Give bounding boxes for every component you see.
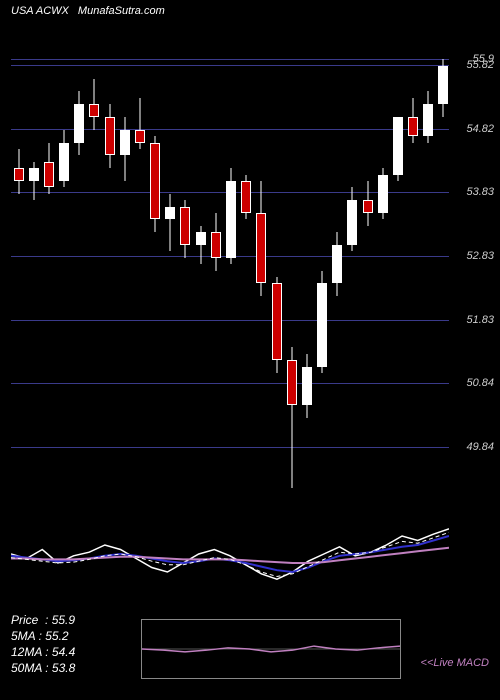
candle xyxy=(120,21,130,501)
candle xyxy=(347,21,357,501)
source-label: MunafaSutra.com xyxy=(78,5,165,17)
ma50-info: 50MA : 53.8 xyxy=(11,661,75,675)
price-level-label: 52.83 xyxy=(466,250,494,262)
price-level-label: 49.84 xyxy=(466,441,494,453)
candle xyxy=(135,21,145,501)
candle xyxy=(44,21,54,501)
macd-label: <<Live MACD xyxy=(421,657,489,669)
ma5-info: 5MA : 55.2 xyxy=(11,629,69,643)
macd-inset xyxy=(141,619,401,679)
candle xyxy=(332,21,342,501)
price-info: Price : 55.9 xyxy=(11,613,75,627)
candle xyxy=(287,21,297,501)
candle xyxy=(29,21,39,501)
price-level-label: 55.82 xyxy=(466,59,494,71)
candle xyxy=(150,21,160,501)
indicator-line xyxy=(11,548,449,563)
price-level-label: 51.83 xyxy=(466,314,494,326)
candle xyxy=(105,21,115,501)
candle xyxy=(393,21,403,501)
indicator-line xyxy=(11,532,449,576)
candle xyxy=(378,21,388,501)
price-level-label: 54.82 xyxy=(466,123,494,135)
price-level-label: 53.83 xyxy=(466,186,494,198)
candle xyxy=(438,21,448,501)
candle xyxy=(423,21,433,501)
macd-line xyxy=(142,646,400,652)
candle xyxy=(89,21,99,501)
candle xyxy=(241,21,251,501)
candle xyxy=(272,21,282,501)
indicator-line xyxy=(11,529,449,579)
candle xyxy=(180,21,190,501)
stock-chart: USA ACWX MunafaSutra.com 55.955.8254.825… xyxy=(0,0,500,700)
candle xyxy=(196,21,206,501)
candle xyxy=(14,21,24,501)
candlestick-area: 55.955.8254.8253.8352.8351.8350.8449.84 xyxy=(11,21,449,501)
candle xyxy=(363,21,373,501)
candle xyxy=(59,21,69,501)
candle xyxy=(211,21,221,501)
candle xyxy=(74,21,84,501)
ma12-info: 12MA : 54.4 xyxy=(11,645,75,659)
candle xyxy=(165,21,175,501)
price-level-label: 50.84 xyxy=(466,377,494,389)
candle xyxy=(226,21,236,501)
candle xyxy=(302,21,312,501)
candle xyxy=(256,21,266,501)
indicator-line xyxy=(11,536,449,572)
ticker-label: USA ACWX xyxy=(11,5,69,17)
candle xyxy=(317,21,327,501)
indicator-panel xyxy=(11,509,449,599)
candle xyxy=(408,21,418,501)
chart-header: USA ACWX MunafaSutra.com xyxy=(11,5,165,17)
